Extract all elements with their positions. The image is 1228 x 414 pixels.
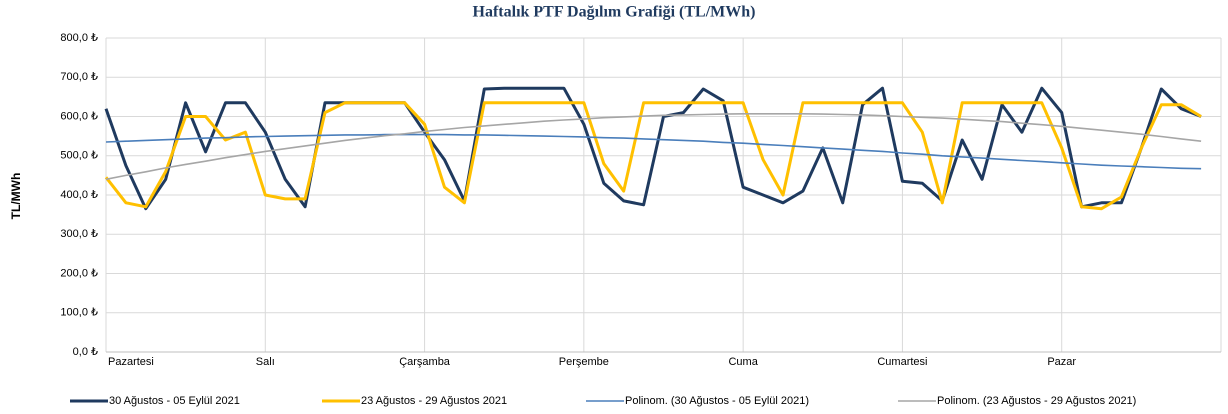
y-tick-label: 600,0 ₺ — [60, 110, 98, 122]
x-tick-label: Perşembe — [559, 356, 609, 368]
y-tick-label: 0,0 ₺ — [73, 346, 98, 358]
y-axis-label: TL/MWh — [9, 173, 23, 220]
x-tick-label: Cuma — [728, 356, 758, 368]
series-line — [104, 86, 1202, 211]
legend-label: Polinom. (30 Ağustos - 05 Eylül 2021) — [625, 395, 809, 407]
y-tick-label: 800,0 ₺ — [60, 32, 98, 44]
legend-label: 23 Ağustos - 29 Ağustos 2021 — [361, 395, 507, 407]
x-tick-label: Pazar — [1047, 356, 1076, 368]
y-tick-label: 300,0 ₺ — [60, 228, 98, 240]
x-tick-label: Pazartesi — [108, 356, 154, 368]
y-tick-label: 200,0 ₺ — [60, 267, 98, 279]
x-tick-label: Cumartesi — [877, 356, 927, 368]
legend-label: 30 Ağustos - 05 Eylül 2021 — [109, 395, 240, 407]
y-tick-label: 100,0 ₺ — [60, 307, 98, 319]
y-tick-label: 700,0 ₺ — [60, 71, 98, 83]
series-line — [104, 101, 1202, 211]
legend-label: Polinom. (23 Ağustos - 29 Ağustos 2021) — [937, 395, 1136, 407]
chart-title: Haftalık PTF Dağılım Grafiği (TL/MWh) — [473, 4, 756, 21]
series-line — [105, 113, 1202, 181]
x-tick-label: Salı — [256, 356, 275, 368]
series-line — [105, 133, 1202, 170]
y-tick-label: 400,0 ₺ — [60, 189, 98, 201]
y-tick-label: 500,0 ₺ — [60, 150, 98, 162]
x-tick-label: Çarşamba — [399, 356, 451, 368]
